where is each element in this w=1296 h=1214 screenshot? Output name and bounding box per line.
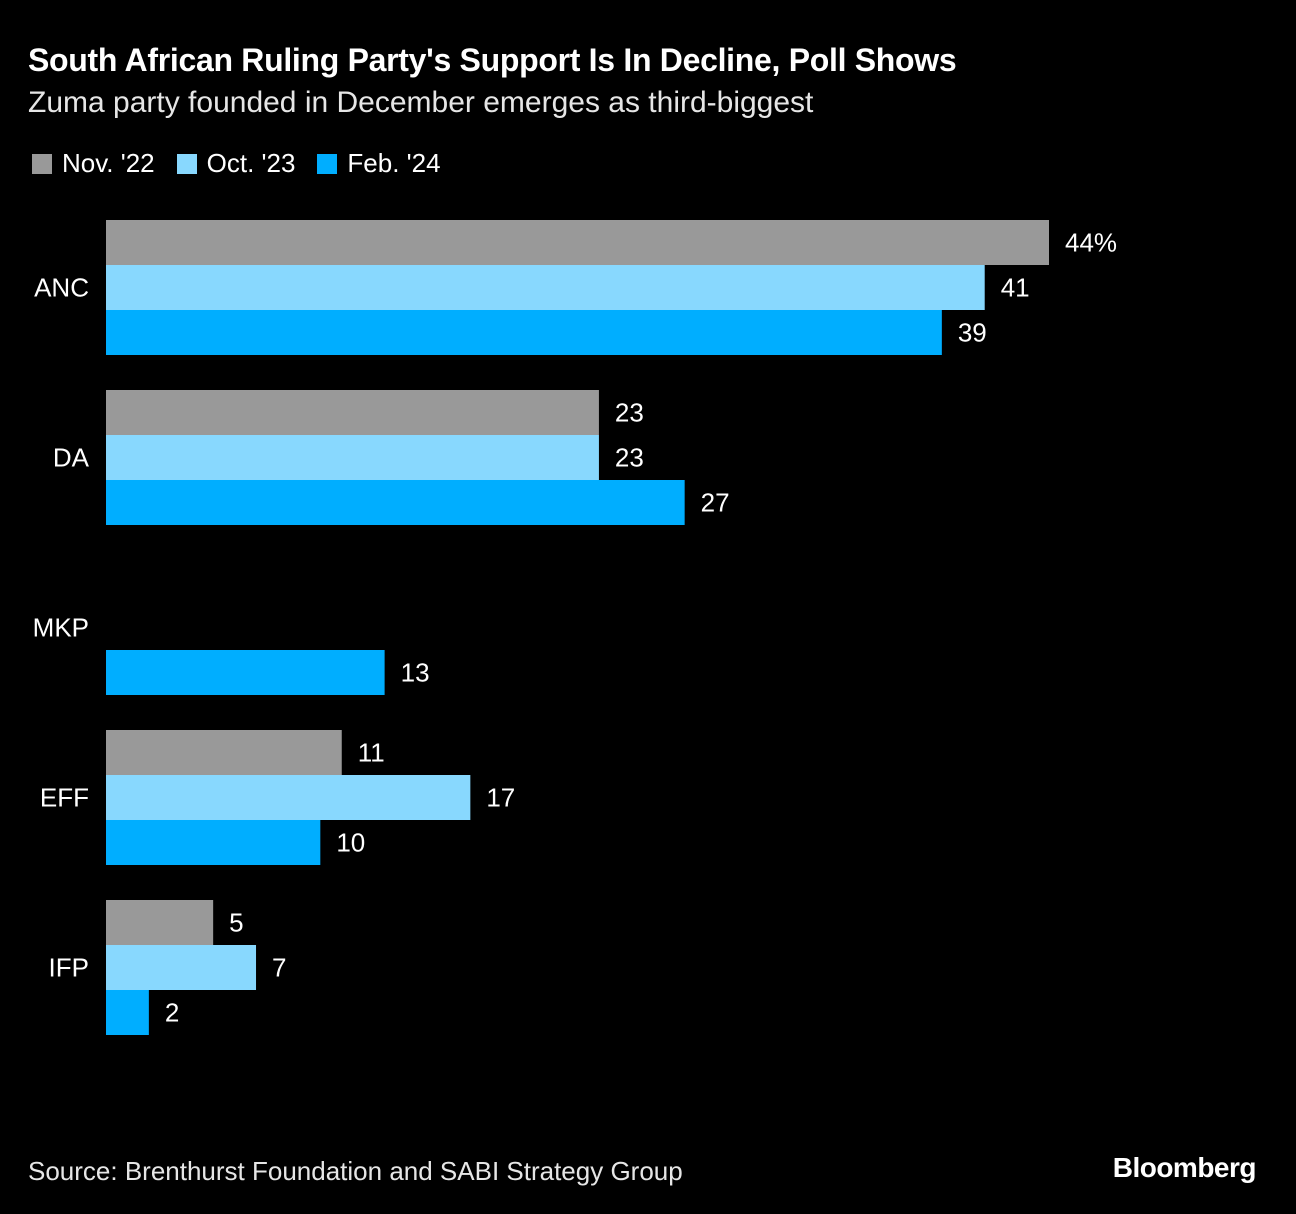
chart-subtitle: Zuma party founded in December emerges a…: [28, 86, 814, 119]
legend-item-nov-22: Nov. '22: [32, 148, 155, 179]
data-label: 44%: [1065, 228, 1117, 258]
legend-label: Nov. '22: [62, 148, 155, 178]
bar-da-1: [106, 435, 599, 480]
category-label-eff: EFF: [40, 783, 89, 813]
data-label: 41: [1001, 273, 1030, 303]
category-label-mkp: MKP: [33, 613, 89, 643]
bar-ifp-1: [106, 945, 257, 990]
legend-item-feb-24: Feb. '24: [317, 148, 441, 179]
bar-eff-0: [106, 730, 342, 775]
legend-swatch: [317, 153, 338, 174]
source-note: Source: Brenthurst Foundation and SABI S…: [28, 1156, 683, 1186]
category-label-ifp: IFP: [49, 953, 89, 983]
bar-anc-1: [106, 265, 985, 310]
data-label: 10: [336, 828, 365, 858]
data-label: 13: [401, 658, 430, 688]
data-label: 7: [272, 953, 286, 983]
data-label: 23: [615, 398, 644, 428]
legend-item-oct-23: Oct. '23: [176, 148, 296, 179]
bar-eff-2: [106, 820, 321, 865]
category-label-da: DA: [53, 443, 90, 473]
legend-label: Oct. '23: [206, 148, 296, 178]
bar-mkp-2: [106, 650, 385, 695]
bloomberg-logo: Bloomberg: [1112, 1152, 1257, 1183]
chart-title: South African Ruling Party's Support Is …: [28, 42, 957, 78]
data-label: 5: [229, 908, 243, 938]
bar-ifp-0: [106, 900, 214, 945]
data-label: 23: [615, 443, 644, 473]
legend-swatch: [176, 153, 197, 174]
legend: Nov. '22 Oct. '23 Feb. '24: [32, 148, 441, 179]
bar-da-2: [106, 480, 685, 525]
bar-da-0: [106, 390, 599, 435]
data-label: 2: [165, 998, 179, 1028]
data-label: 11: [358, 738, 385, 768]
legend-swatch: [32, 153, 52, 174]
bar-eff-1: [106, 775, 471, 820]
data-label: 39: [958, 318, 987, 348]
category-label-anc: ANC: [34, 273, 89, 303]
bar-anc-0: [106, 220, 1049, 265]
data-label: 17: [486, 783, 515, 813]
bar-anc-2: [106, 310, 942, 355]
bar-ifp-2: [106, 990, 149, 1035]
legend-label: Feb. '24: [347, 148, 441, 178]
data-label: 27: [701, 488, 730, 518]
